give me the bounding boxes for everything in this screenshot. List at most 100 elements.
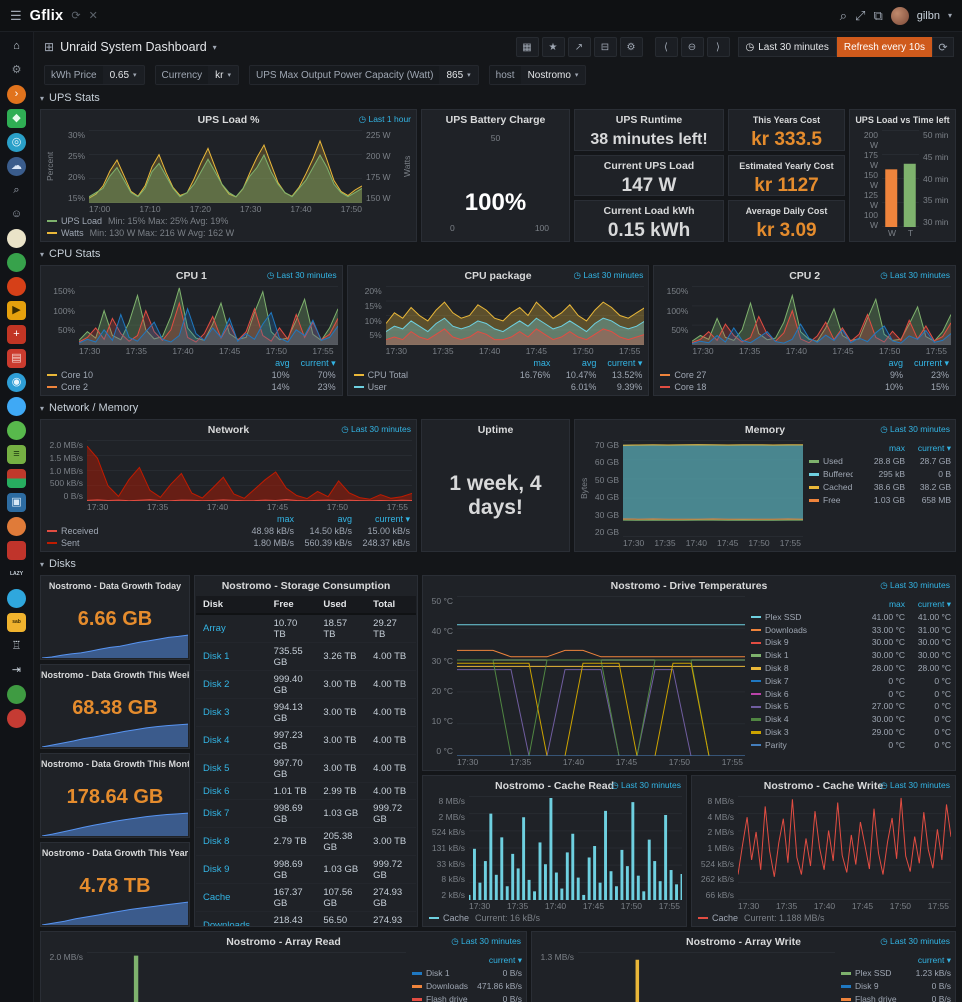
dashboard-title-caret[interactable]: ▾ xyxy=(212,42,217,52)
column-header[interactable]: Used xyxy=(316,596,367,615)
search-app-icon[interactable]: ⌕ xyxy=(13,184,20,196)
cpu2-chart[interactable] xyxy=(692,286,952,345)
app-icon-green-circle[interactable] xyxy=(7,253,26,272)
home-icon[interactable]: ⌂ xyxy=(13,40,20,52)
legend-item[interactable]: Flash drive 0 B/s xyxy=(412,993,522,1002)
legend-header[interactable]: current ▾ xyxy=(917,955,951,965)
array-write-chart[interactable] xyxy=(578,952,835,1002)
legend-item[interactable]: Plex SSD 41.00 °C 41.00 °C xyxy=(751,611,951,624)
legend-item[interactable]: Core 2 14% 23% xyxy=(47,381,336,393)
legend-item[interactable]: Cache Current: 16 kB/s xyxy=(429,912,540,924)
panel-title[interactable]: Nostromo - Array Read xyxy=(226,936,341,948)
legend-header[interactable]: max current ▾ xyxy=(888,443,951,453)
dashboard-settings-icon[interactable]: ⚙ xyxy=(619,37,643,57)
legend-item[interactable]: Buffered 295 kB 0 B xyxy=(809,468,951,481)
time-forward-icon[interactable]: ⟩ xyxy=(706,37,730,57)
app-icon-blue-drop2[interactable] xyxy=(7,589,26,608)
legend-item[interactable]: Cache Current: 1.188 MB/s xyxy=(698,912,825,924)
panel-title[interactable]: Memory xyxy=(744,424,786,436)
drive-temps-chart[interactable] xyxy=(457,596,745,756)
app-icon-cream-round[interactable] xyxy=(7,229,26,248)
legend-item[interactable]: Disk 9 30.00 °C 30.00 °C xyxy=(751,636,951,649)
panel-title[interactable]: UPS Load % xyxy=(197,114,260,126)
panel-title[interactable]: Nostromo - Data Growth Today xyxy=(48,581,182,591)
legend-item[interactable]: Disk 3 29.00 °C 0 °C xyxy=(751,726,951,739)
app-icon-red-square[interactable] xyxy=(7,541,26,560)
legend-header[interactable]: avg current ▾ xyxy=(888,358,950,368)
cache-read-chart[interactable] xyxy=(469,796,682,900)
panel-title[interactable]: Network xyxy=(207,424,250,436)
ups-load-chart[interactable] xyxy=(89,130,362,203)
panel-title[interactable]: Current Load kWh xyxy=(603,205,695,218)
legend-item[interactable]: Watts Min: 130 W Max: 216 W Avg: 162 W xyxy=(47,227,234,239)
display-icon[interactable]: ⧉ xyxy=(873,7,883,23)
legend-item[interactable]: Cached 38.6 GB 38.2 GB xyxy=(809,481,951,494)
app-icon-red-circle[interactable] xyxy=(7,709,26,728)
user-name[interactable]: gilbn xyxy=(916,9,940,22)
variable-value-dropdown[interactable]: 0.65 ▾ xyxy=(109,69,137,81)
panel-title[interactable]: Nostromo - Array Write xyxy=(686,936,801,948)
column-header[interactable]: Free xyxy=(266,596,317,615)
panel-title[interactable]: Uptime xyxy=(477,424,514,436)
panel-title[interactable]: Nostromo - Data Growth This Month xyxy=(41,759,189,769)
legend-item[interactable]: User 6.01% 9.39% xyxy=(353,381,642,393)
array-read-chart[interactable] xyxy=(87,952,406,1002)
legend-item[interactable]: Core 10 10% 70% xyxy=(47,369,336,381)
panel-title[interactable]: Nostromo - Drive Temperatures xyxy=(610,580,768,592)
variable-value-dropdown[interactable]: 865 ▾ xyxy=(446,69,471,81)
legend-item[interactable]: Downloads 471.86 kB/s xyxy=(412,980,522,993)
app-icon-red-flame[interactable] xyxy=(7,277,26,296)
legend-header[interactable]: current ▾ xyxy=(488,955,522,965)
panel-title[interactable]: Nostromo - Storage Consumption xyxy=(221,580,391,592)
legend-item[interactable]: CPU Total 16.76% 10.47% 13.52% xyxy=(353,369,642,381)
fullscreen-icon[interactable]: ⤢ xyxy=(855,7,866,23)
variable-value-dropdown[interactable]: Nostromo ▾ xyxy=(527,69,579,81)
app-icon-orange-round[interactable]: › xyxy=(7,85,26,104)
time-range-picker[interactable]: ◷ Last 30 minutes xyxy=(737,37,837,57)
menu-icon[interactable]: ☰ xyxy=(10,7,22,23)
panel-title[interactable]: Nostromo - Cache Read xyxy=(494,780,615,792)
legend-item[interactable]: Core 18 10% 15% xyxy=(660,381,949,393)
memory-chart[interactable] xyxy=(623,440,803,537)
legend-item[interactable]: Downloads 33.00 °C 31.00 °C xyxy=(751,624,951,637)
section-ups-stats[interactable]: ▾ UPS Stats xyxy=(40,92,100,104)
share-icon[interactable]: ↗ xyxy=(567,37,591,57)
legend-item[interactable]: Disk 1 30.00 °C 30.00 °C xyxy=(751,649,951,662)
panel-title[interactable]: CPU 2 xyxy=(789,270,821,282)
app-icon-sabnzbd[interactable]: sab xyxy=(7,613,26,632)
cache-write-chart[interactable] xyxy=(738,796,951,900)
app-icon-plex[interactable]: ▶ xyxy=(7,301,26,320)
app-icon-cloud[interactable]: ☁ xyxy=(7,157,26,176)
panel-title[interactable]: Estimated Yearly Cost xyxy=(739,160,834,171)
user-avatar[interactable] xyxy=(890,6,909,25)
legend-item[interactable]: Core 27 9% 23% xyxy=(660,369,949,381)
user-menu-caret[interactable]: ▾ xyxy=(947,11,952,20)
refresh-dashboard-icon[interactable]: ⟳ xyxy=(932,37,954,57)
column-header[interactable]: Total xyxy=(366,596,416,615)
panel-title[interactable]: Nostromo - Data Growth This Year xyxy=(41,848,189,858)
section-disks[interactable]: ▾ Disks xyxy=(40,558,76,570)
app-icon-red-shield[interactable]: + xyxy=(7,325,26,344)
legend-header[interactable]: max avg current ▾ xyxy=(533,358,643,368)
app-icon-blue-square[interactable]: ▣ xyxy=(7,493,26,512)
legend-item[interactable]: Used 28.8 GB 28.7 GB xyxy=(809,455,951,468)
star-icon[interactable]: ★ xyxy=(541,37,565,57)
legend-item[interactable]: Flash drive 0 B/s xyxy=(841,993,951,1002)
panel-title[interactable]: This Years Cost xyxy=(752,115,821,125)
legend-item[interactable]: Plex SSD 1.23 kB/s xyxy=(841,967,951,980)
search-icon[interactable]: ⌕ xyxy=(839,7,848,23)
section-network-memory[interactable]: ▾ Network / Memory xyxy=(40,402,139,414)
app-icon-red-grid[interactable]: ▤ xyxy=(7,349,26,368)
legend-item[interactable]: UPS Load Min: 15% Max: 25% Avg: 19% xyxy=(47,215,228,227)
app-icon-blue-eye[interactable]: ◉ xyxy=(7,373,26,392)
dashboard-title[interactable]: Unraid System Dashboard xyxy=(60,40,207,54)
variable-value-dropdown[interactable]: kr ▾ xyxy=(215,69,231,81)
legend-item[interactable]: Received 48.98 kB/s 14.50 kB/s 15.00 kB/s xyxy=(47,525,410,537)
cpu-package-chart[interactable] xyxy=(385,286,645,345)
panel-title[interactable]: UPS Runtime xyxy=(615,114,683,126)
legend-item[interactable]: Disk 5 27.00 °C 0 °C xyxy=(751,700,951,713)
